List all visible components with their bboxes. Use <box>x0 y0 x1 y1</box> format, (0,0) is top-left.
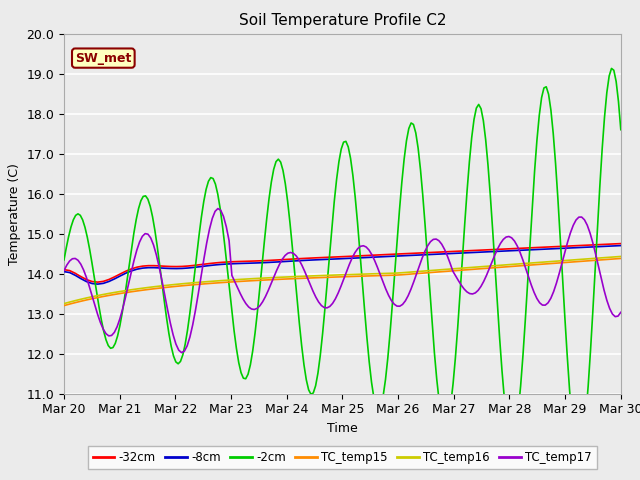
Title: Soil Temperature Profile C2: Soil Temperature Profile C2 <box>239 13 446 28</box>
Legend: -32cm, -8cm, -2cm, TC_temp15, TC_temp16, TC_temp17: -32cm, -8cm, -2cm, TC_temp15, TC_temp16,… <box>88 446 596 469</box>
Text: SW_met: SW_met <box>75 51 131 65</box>
Y-axis label: Temperature (C): Temperature (C) <box>8 163 21 264</box>
X-axis label: Time: Time <box>327 422 358 435</box>
